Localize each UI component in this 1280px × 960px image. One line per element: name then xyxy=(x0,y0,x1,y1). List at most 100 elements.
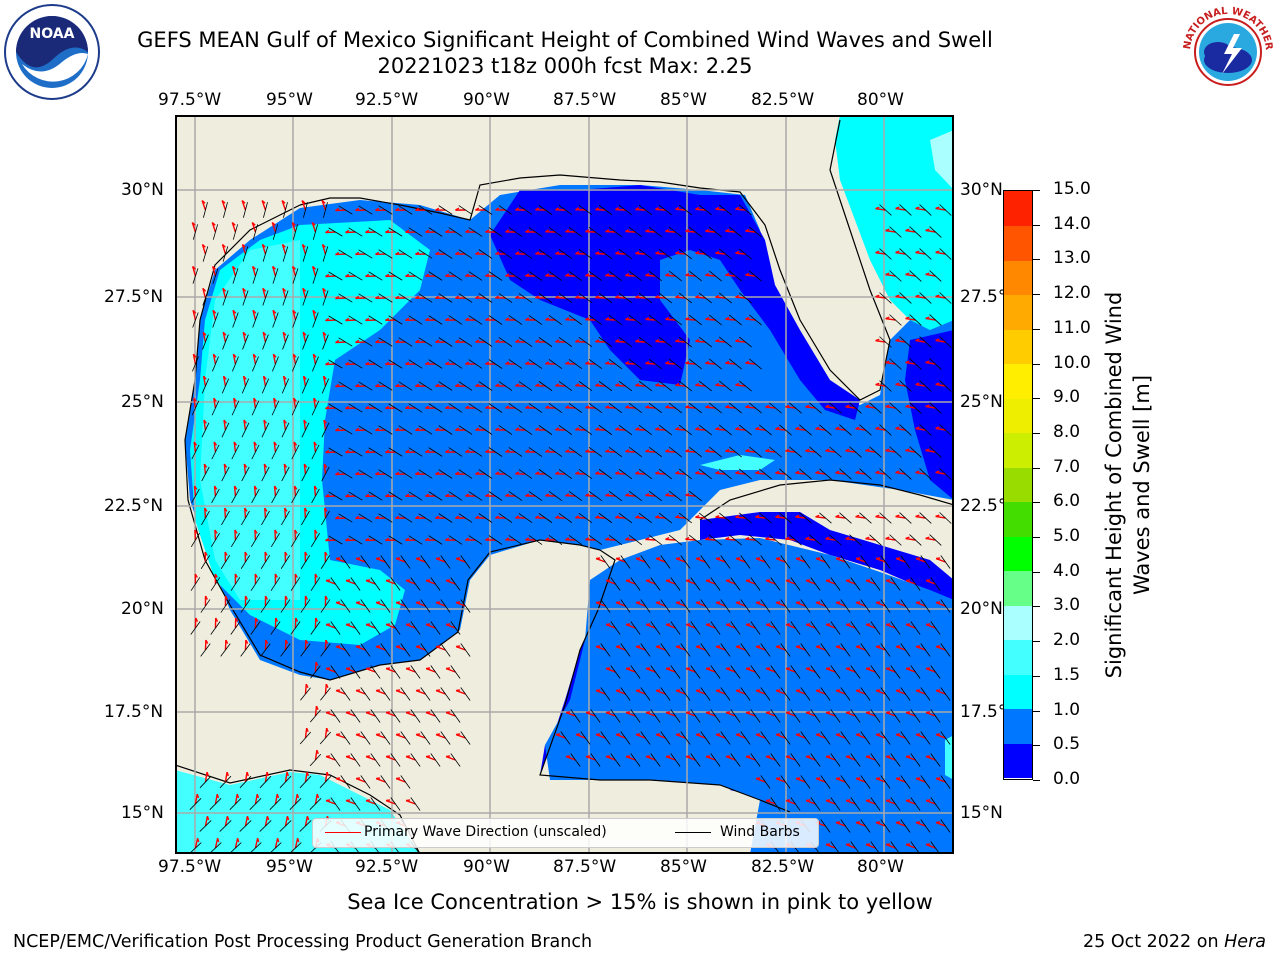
wind-barb xyxy=(618,204,633,216)
wave-arrow-head xyxy=(243,463,248,468)
wave-arrow-head xyxy=(935,557,941,560)
wave-arrow-head xyxy=(815,470,820,474)
wave-arrow-head xyxy=(835,557,841,560)
wave-arrow xyxy=(273,485,277,497)
wave-arrow-head xyxy=(865,579,871,582)
wave-arrow-head xyxy=(775,470,780,474)
colorbar-segment xyxy=(1004,329,1032,365)
wave-arrow xyxy=(645,406,656,409)
wave-arrow-head xyxy=(925,711,931,714)
wave-arrow-head xyxy=(745,272,750,276)
wave-arrow-head xyxy=(675,207,680,210)
wave-arrow-head xyxy=(585,405,590,409)
wind-barb xyxy=(728,314,742,326)
wave-arrow xyxy=(375,777,386,783)
wind-barb xyxy=(261,510,270,526)
wave-arrow-head xyxy=(725,623,731,626)
wave-arrow-head xyxy=(301,243,306,248)
wave-arrow-head xyxy=(625,449,630,453)
wave-arrow-head xyxy=(405,449,410,453)
wind-barb xyxy=(280,643,291,657)
wind-barb xyxy=(879,336,892,348)
wave-arrow-head xyxy=(785,755,791,758)
wave-arrow-head xyxy=(905,448,910,452)
wave-arrow xyxy=(345,579,356,585)
wind-barb xyxy=(600,555,611,569)
wave-arrow xyxy=(455,645,466,651)
wind-barb xyxy=(568,446,583,458)
wave-arrow xyxy=(895,427,906,431)
wind-barb xyxy=(249,798,262,810)
wind-barb xyxy=(450,709,461,723)
wave-arrow xyxy=(355,601,366,607)
wave-arrow-head xyxy=(282,287,287,292)
wind-barb xyxy=(309,798,322,810)
wave-arrow-head xyxy=(323,375,327,380)
wave-arrow-head xyxy=(221,200,226,204)
wave-arrow xyxy=(825,623,836,629)
wind-barb xyxy=(232,224,239,240)
wave-arrow-head xyxy=(224,595,229,600)
wind-barb xyxy=(302,246,309,262)
wave-direction-swatch xyxy=(325,832,361,833)
wave-arrow-head xyxy=(575,251,580,255)
wind-barb xyxy=(508,491,523,501)
wind-barb xyxy=(750,577,761,591)
lon-label-bottom: 97.5°W xyxy=(158,857,222,877)
wave-arrow-head xyxy=(193,485,198,490)
wave-arrow xyxy=(264,772,268,783)
wave-arrow-head xyxy=(625,317,630,321)
wave-arrow xyxy=(345,711,356,717)
wave-arrow-head xyxy=(385,755,391,758)
wind-barb xyxy=(678,380,692,392)
wave-arrow xyxy=(845,623,856,629)
wave-arrow-head xyxy=(204,551,208,556)
wave-arrow-head xyxy=(815,645,821,648)
wave-arrow xyxy=(242,288,247,299)
wave-arrow-head xyxy=(825,579,831,582)
wave-arrow-head xyxy=(835,689,841,692)
wave-arrow xyxy=(335,209,346,212)
wave-arrow-head xyxy=(665,623,671,626)
wind-barb xyxy=(668,314,683,326)
wave-arrow xyxy=(905,317,916,321)
wind-barb xyxy=(518,513,533,523)
wind-barb xyxy=(370,665,381,679)
wind-barb xyxy=(388,227,403,237)
wave-arrow xyxy=(885,405,896,409)
wave-arrow-head xyxy=(232,353,237,358)
wave-arrow-head xyxy=(194,573,198,578)
colorbar-segment xyxy=(1004,501,1032,537)
wave-arrow xyxy=(635,384,646,387)
wind-barb xyxy=(291,400,300,416)
wind-barb xyxy=(859,468,872,480)
wind-barb xyxy=(468,491,483,501)
wave-arrow xyxy=(735,601,746,607)
wind-barb xyxy=(310,532,320,548)
wave-arrow-head xyxy=(885,404,890,408)
wave-arrow-head xyxy=(675,557,681,560)
wind-barb xyxy=(688,534,702,546)
wave-arrow-head xyxy=(925,579,931,582)
wave-arrow-head xyxy=(745,404,750,408)
wave-arrow-head xyxy=(292,309,297,314)
wave-arrow xyxy=(875,339,886,343)
wind-barb xyxy=(450,621,461,635)
wind-barb xyxy=(428,491,443,501)
wind-barb xyxy=(769,402,782,414)
wave-arrow-head xyxy=(705,448,710,452)
wave-arrow xyxy=(271,266,277,277)
wave-arrow xyxy=(212,354,217,365)
wave-arrow-head xyxy=(575,427,580,431)
wind-barb xyxy=(478,205,493,215)
wave-arrow xyxy=(675,428,686,431)
wind-barb xyxy=(242,334,249,350)
wave-arrow xyxy=(855,516,866,519)
wave-arrow xyxy=(405,755,416,761)
wave-arrow-head xyxy=(885,711,891,714)
wave-arrow-head xyxy=(375,689,381,692)
wave-arrow-head xyxy=(425,667,431,670)
wave-arrow-head xyxy=(815,689,821,692)
wave-arrow xyxy=(595,601,606,607)
wave-arrow xyxy=(805,667,816,673)
